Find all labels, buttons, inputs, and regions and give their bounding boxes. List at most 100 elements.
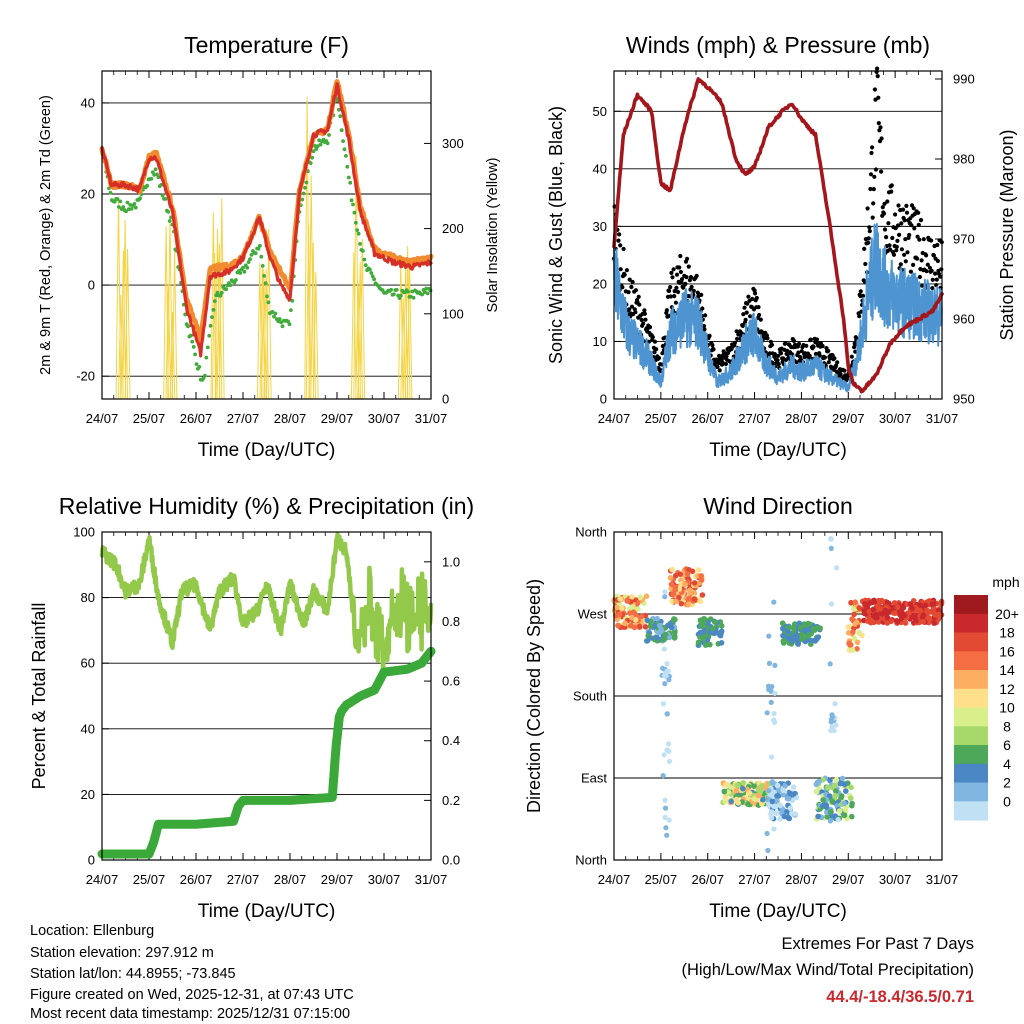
temperature-solar-spike [359, 238, 366, 400]
wind-direction-direction-point [687, 587, 693, 594]
wind-direction-direction-point [672, 572, 679, 579]
temperature-dewpoint-point [186, 324, 190, 329]
winds-gust-point [647, 325, 653, 330]
wind-direction-direction-point [691, 596, 698, 602]
wind-direction-direction-point [907, 601, 914, 607]
wind-direction-direction-point [894, 604, 901, 610]
wind-direction-direction-point [785, 635, 791, 641]
wind-direction-colorbar-swatch [954, 613, 988, 634]
wind-direction-direction-point [685, 602, 691, 608]
wind-direction-direction-point [917, 602, 924, 608]
winds-gust-point [889, 189, 894, 194]
wind-direction-direction-point [643, 593, 650, 599]
winds-gust-point [908, 269, 914, 274]
temperature-dewpoint-point [342, 147, 347, 152]
temperature-dewpoint-point [190, 339, 195, 344]
winds-gust-point [796, 341, 802, 346]
winds-gust-point [870, 145, 875, 150]
winds-gust-point [746, 294, 751, 299]
wind-direction-direction-point [793, 631, 799, 638]
winds-gust-point [699, 292, 704, 297]
wind-direction-ylabel: Direction (Colored By Speed) [524, 579, 544, 813]
temperature-xtick-label: 24/07 [86, 411, 119, 426]
wind-direction-direction-point [816, 778, 822, 785]
wind-direction-direction-point [834, 565, 840, 571]
temperature-dewpoint-point [138, 196, 143, 201]
winds-gust-point [900, 207, 906, 212]
winds-gust-point [876, 121, 881, 126]
temperature-dewpoint-point [362, 257, 367, 262]
wind-direction-direction-point [827, 777, 833, 784]
wind-direction-direction-point [848, 795, 854, 801]
wind-direction-direction-point [663, 825, 669, 831]
temperature-dewpoint-point [159, 183, 164, 187]
wind-direction-direction-point [647, 623, 654, 629]
wind-direction-direction-point [697, 634, 703, 640]
winds-gust-point [808, 337, 813, 342]
winds-gust-point [939, 267, 944, 272]
wind-direction-colorbar-label: 14 [999, 662, 1015, 678]
winds-gust-point [822, 355, 828, 360]
footer-elevation: Station elevation: 297.912 m [30, 945, 214, 961]
winds-gust-point [879, 136, 884, 141]
winds-y2label: Station Pressure (Maroon) [997, 129, 1017, 340]
winds-gust-point [919, 258, 924, 263]
winds-gust-point [899, 247, 905, 252]
wind-direction-direction-point [666, 758, 673, 765]
temperature-dewpoint-point [262, 274, 266, 278]
temperature-dewpoint-point [349, 198, 354, 203]
wind-direction-ytick-label: South [573, 689, 607, 704]
winds-gust-point [925, 262, 930, 267]
wind-direction-colorbar-label: 18 [999, 625, 1015, 641]
temperature-dewpoint-point [399, 293, 403, 298]
winds-gust-point [902, 252, 907, 257]
wind-direction-direction-point [848, 784, 854, 791]
wind-direction-colorbar-label: 8 [1003, 718, 1011, 734]
wind-direction-direction-point [660, 773, 666, 779]
wind-direction-direction-point [642, 624, 649, 630]
wind-direction-direction-point [833, 788, 839, 794]
winds-gust-point [621, 246, 626, 252]
temperature-xtick-label: 30/07 [368, 411, 401, 426]
winds-gust-point [678, 269, 684, 275]
temperature-dewpoint-point [204, 355, 209, 360]
winds-gust-point [882, 201, 887, 206]
winds-gust-point [867, 229, 872, 234]
winds-gust-point [869, 150, 874, 156]
wind-direction-colorbar-swatch [954, 595, 988, 615]
temperature-dewpoint-point [361, 249, 365, 253]
wind-direction-direction-point [668, 581, 675, 588]
wind-direction-colorbar-swatch [954, 782, 988, 802]
winds-gust-point [911, 206, 916, 211]
wind-direction-direction-point [771, 826, 777, 832]
wind-direction-direction-point [853, 619, 860, 626]
winds-gust-point [886, 221, 891, 226]
wind-direction-direction-point [772, 662, 778, 669]
winds-gust-point [670, 275, 675, 280]
winds-gust-point [715, 364, 720, 369]
winds-gust-point [744, 310, 749, 315]
winds-gust-point [885, 199, 890, 204]
winds-gust-point [769, 342, 775, 347]
winds-gust-point [875, 74, 880, 79]
winds-gust-point [852, 345, 857, 350]
wind-direction-xtick-label: 25/07 [645, 872, 678, 887]
wind-direction-ytick-label: West [578, 607, 608, 622]
temperature-dewpoint-point [352, 210, 357, 215]
wind-direction-direction-point [859, 632, 865, 639]
wind-direction-direction-point [631, 624, 638, 631]
temperature-dewpoint-point [363, 263, 368, 268]
temperature-dewpoint-point [133, 205, 138, 210]
winds-gust-point [895, 223, 901, 228]
winds-gust-point [724, 354, 729, 359]
winds-gust-point [711, 347, 716, 352]
temperature-dewpoint-point [167, 219, 172, 223]
winds-gust-point [896, 203, 901, 208]
temperature-dewpoint-point [210, 315, 214, 319]
temperature-dewpoint-point [166, 210, 171, 214]
winds-gust-point [904, 203, 909, 208]
wind-direction-direction-point [698, 577, 705, 583]
wind-direction-direction-point [755, 792, 761, 799]
wind-direction-direction-point [771, 711, 777, 717]
temperature-solar-spike [312, 272, 319, 400]
